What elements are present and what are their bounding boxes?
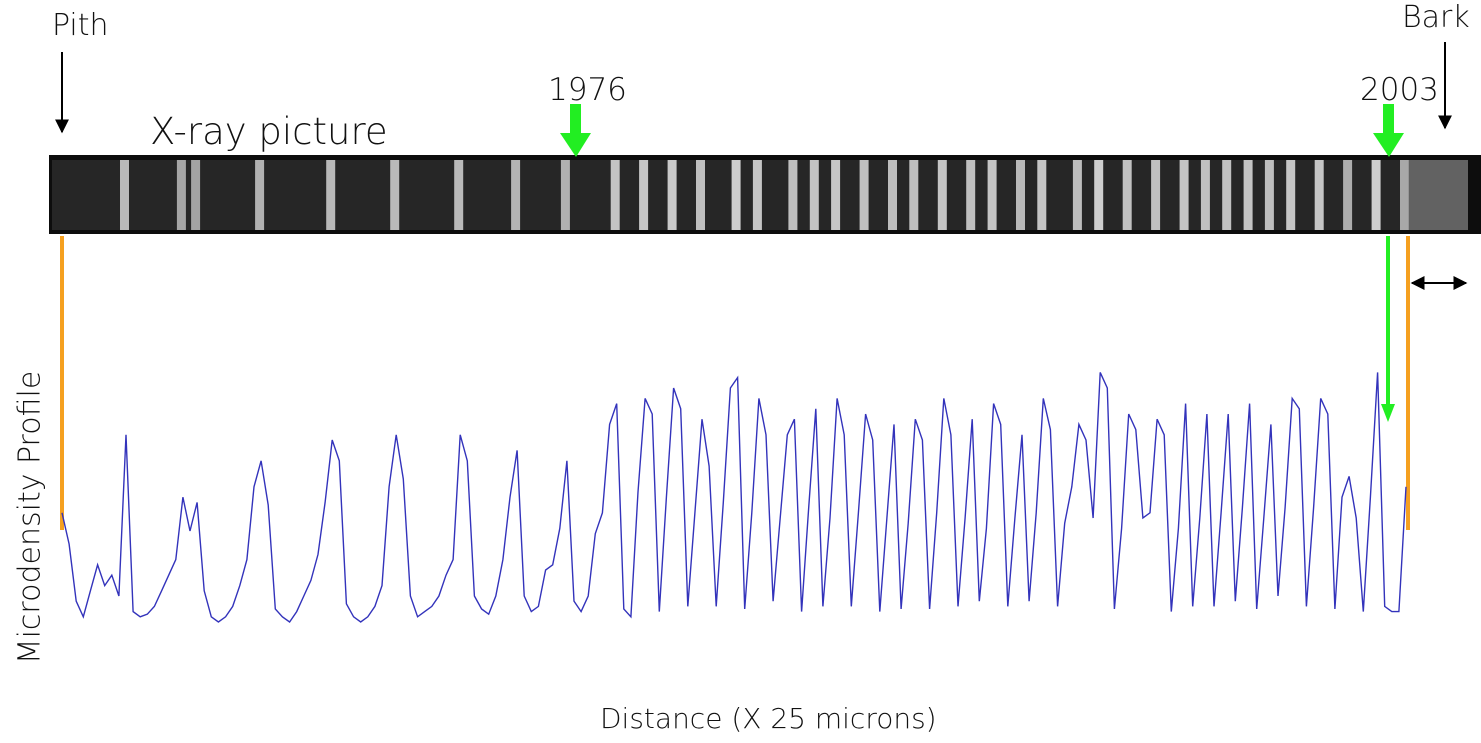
xray-ring-band bbox=[667, 160, 677, 230]
xray-ring-band bbox=[1264, 160, 1274, 230]
xray-ring-band bbox=[731, 160, 741, 230]
year-2003-label: 2003 bbox=[1360, 72, 1439, 108]
bark-label: Bark bbox=[1402, 0, 1470, 35]
xray-ring-band bbox=[1343, 160, 1353, 230]
xray-ring-band bbox=[255, 160, 265, 230]
xray-ring-band bbox=[639, 160, 649, 230]
xray-ring-band bbox=[966, 160, 976, 230]
xray-ring-band bbox=[191, 160, 201, 230]
xray-ring-band bbox=[1151, 160, 1161, 230]
xray-ring-band bbox=[1072, 160, 1082, 230]
year-1976-label: 1976 bbox=[548, 72, 627, 108]
xray-ring-band bbox=[560, 160, 570, 230]
xray-ring-band bbox=[1200, 160, 1210, 230]
xray-ring-band bbox=[752, 160, 762, 230]
xray-ring-band bbox=[1400, 160, 1409, 230]
xray-ring-band bbox=[1243, 160, 1253, 230]
xray-ring-band bbox=[859, 160, 869, 230]
pith-label: Pith bbox=[52, 8, 109, 43]
xray-bark-region bbox=[1408, 160, 1468, 230]
xray-ring-band bbox=[610, 160, 620, 230]
xray-ring-band bbox=[1094, 160, 1104, 230]
xray-ring-band bbox=[390, 160, 400, 230]
year-2003-guide-arrowhead bbox=[1381, 404, 1395, 422]
xray-ring-band bbox=[1016, 160, 1025, 230]
xray-ring-band bbox=[909, 160, 919, 230]
xray-rings bbox=[120, 160, 1468, 230]
xray-ring-band bbox=[937, 160, 947, 230]
xray-ring-band bbox=[888, 160, 897, 230]
xray-ring-band bbox=[454, 160, 464, 230]
xray-ring-band bbox=[1122, 160, 1132, 230]
microdensity-profile-line bbox=[61, 372, 1407, 623]
xray-ring-band bbox=[696, 160, 705, 230]
xray-ring-band bbox=[1286, 160, 1296, 230]
year-1976-marker bbox=[560, 104, 591, 157]
xray-ring-band bbox=[511, 160, 521, 230]
xray-picture-title: X-ray picture bbox=[150, 110, 388, 153]
year-2003-marker bbox=[1373, 104, 1404, 157]
xray-ring-band bbox=[1222, 160, 1232, 230]
profile-axis-label: Microdensity Profile bbox=[12, 370, 48, 665]
distance-axis-label: Distance (X 25 microns) bbox=[600, 702, 937, 735]
xray-ring-band bbox=[788, 160, 798, 230]
xray-ring-band bbox=[326, 160, 336, 230]
xray-ring-band bbox=[1371, 160, 1381, 230]
xray-ring-band bbox=[1037, 160, 1047, 230]
xray-ring-band bbox=[120, 160, 129, 230]
xray-ring-band bbox=[831, 160, 841, 230]
xray-ring-band bbox=[987, 160, 997, 230]
xray-ring-band bbox=[1314, 160, 1324, 230]
xray-ring-band bbox=[1179, 160, 1189, 230]
xray-ring-band bbox=[809, 160, 819, 230]
xray-ring-band bbox=[176, 160, 186, 230]
